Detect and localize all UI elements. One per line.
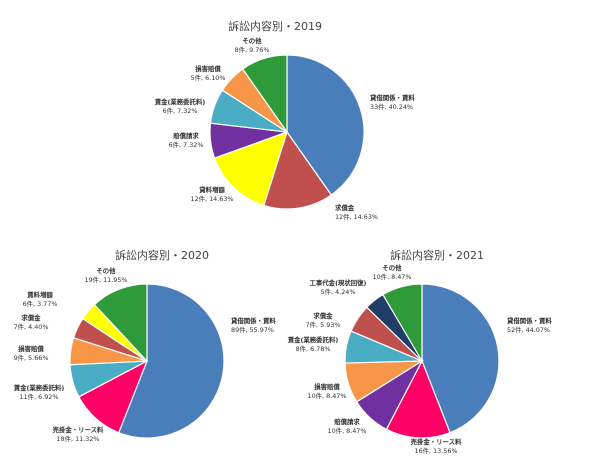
- slice-data-label: 求償金 7件, 5.93%: [306, 311, 341, 329]
- slice-category-label: 求償金: [313, 311, 333, 320]
- slice-data-label: 賠償請求 6件, 7.32%: [169, 131, 204, 149]
- slice-category-label: 工事代金(現状回復): [310, 278, 367, 287]
- slice-category-label: 求償金: [21, 313, 41, 322]
- slice-value-label: 18件, 11.32%: [57, 434, 100, 443]
- slice-value-label: 12件, 14.63%: [335, 212, 378, 221]
- chart-title-2021: 訴訟内容別・2021: [390, 248, 484, 262]
- slice-category-label: 賃金(業務委託料): [287, 335, 339, 344]
- chart-title-2019: 訴訟内容別・2019: [228, 19, 322, 33]
- slice-data-label: 売掛金・リース料 18件, 11.32%: [53, 425, 104, 443]
- slice-data-label: 貸借関係・賃料 33件, 40.24%: [369, 93, 415, 111]
- slice-category-label: 貸借関係・賃料: [369, 93, 415, 102]
- slice-value-label: 10件, 8.47%: [373, 272, 412, 281]
- slice-value-label: 10件, 8.47%: [328, 426, 367, 435]
- slice-value-label: 6件, 7.32%: [169, 140, 204, 149]
- slice-category-label: 売掛金・リース料: [53, 425, 104, 434]
- pie-slice-7: [93, 283, 148, 363]
- slice-data-label: 工事代金(現状回復) 5件, 4.24%: [310, 278, 367, 296]
- slice-category-label: 賃料増額: [26, 290, 53, 299]
- slice-value-label: 7件, 4.40%: [14, 322, 49, 331]
- pie-slice-7: [241, 54, 288, 134]
- slice-category-label: 貸借関係・賃料: [506, 316, 552, 325]
- chart-title-2020: 訴訟内容別・2020: [115, 248, 209, 262]
- slice-value-label: 89件, 55.97%: [231, 325, 274, 334]
- pie-slice-2: [385, 359, 451, 439]
- slice-data-label: その他 8件, 9.76%: [235, 36, 270, 54]
- slice-data-label: 損害賠償 10件, 8.47%: [308, 382, 347, 400]
- slice-data-label: 賃金(業務委託料) 6件, 7.32%: [154, 97, 206, 115]
- slice-value-label: 52件, 44.07%: [507, 325, 550, 334]
- slice-data-label: 賠償請求 10件, 8.47%: [328, 417, 367, 435]
- pie-2020: 貸借関係・賃料 89件, 55.97% 売掛金・リース料 18件, 11.32% 賃金(…: [13, 266, 277, 443]
- slice-data-label: その他 10件, 8.47%: [373, 263, 412, 281]
- slice-value-label: 11件, 6.92%: [20, 392, 59, 401]
- slice-category-label: 損害賠償: [18, 344, 44, 353]
- slice-category-label: 損害賠償: [314, 382, 340, 391]
- slice-data-label: 求償金 7件, 4.40%: [14, 313, 49, 331]
- slice-value-label: 6件, 3.77%: [23, 299, 58, 308]
- slice-data-label: その他 19件, 11.95%: [85, 266, 128, 284]
- slice-data-label: 貸料増額 12件, 14.63%: [191, 185, 234, 203]
- pie-slice-2: [263, 130, 333, 210]
- slice-data-label: 賃金(業務委託料) 8件, 6.78%: [287, 335, 339, 353]
- slice-data-label: 賃料増額 6件, 3.77%: [23, 290, 58, 308]
- slice-category-label: 貸借関係・賃料: [230, 316, 276, 325]
- slice-category-label: その他: [382, 263, 402, 272]
- slice-data-label: 損害賠償 9件, 5.66%: [14, 344, 49, 362]
- pie-2021: 貸借関係・賃料 52件, 44.07% 売掛金・リース料 16件, 13.56% 賠償請…: [287, 263, 553, 455]
- slice-data-label: 賃金(業務委託料) 11件, 6.92%: [13, 383, 65, 401]
- slice-category-label: その他: [242, 36, 262, 45]
- slice-category-label: 求償金: [335, 203, 355, 212]
- slice-data-label: 求償金 12件, 14.63%: [335, 203, 378, 221]
- slice-category-label: 損害賠償: [195, 64, 221, 73]
- slice-data-label: 貸借関係・賃料 52件, 44.07%: [506, 316, 552, 334]
- slice-category-label: 売掛金・リース料: [411, 437, 462, 446]
- slice-data-label: 損害賠償 5件, 6.10%: [191, 64, 226, 82]
- pie-slice-1: [286, 54, 365, 196]
- slice-category-label: 賃金(業務委託料): [13, 383, 65, 392]
- slice-data-label: 売掛金・リース料 16件, 13.56%: [411, 437, 462, 455]
- slice-value-label: 7件, 5.93%: [306, 320, 341, 329]
- slice-category-label: 貸料増額: [198, 185, 225, 194]
- slice-value-label: 5件, 6.10%: [191, 73, 226, 82]
- pie-slice-3: [213, 131, 288, 207]
- slice-category-label: その他: [96, 266, 116, 275]
- slice-category-label: 賃金(業務委託料): [154, 97, 206, 106]
- slice-value-label: 5件, 4.24%: [321, 287, 356, 296]
- slice-value-label: 9件, 5.66%: [14, 353, 49, 362]
- pie-slice-8: [382, 283, 423, 364]
- slice-category-label: 賠償請求: [334, 417, 360, 426]
- slice-data-label: 貸借関係・賃料 89件, 55.97%: [230, 316, 276, 334]
- slice-value-label: 12件, 14.63%: [191, 194, 234, 203]
- pie-slice-1: [421, 283, 500, 434]
- slice-value-label: 8件, 6.78%: [296, 344, 331, 353]
- slice-value-label: 19件, 11.95%: [85, 275, 128, 284]
- pie-slice-1: [117, 283, 225, 439]
- slice-value-label: 16件, 13.56%: [415, 446, 458, 455]
- slice-category-label: 賠償請求: [173, 131, 199, 140]
- slice-value-label: 8件, 9.76%: [235, 45, 270, 54]
- slice-value-label: 6件, 7.32%: [163, 106, 198, 115]
- slice-value-label: 10件, 8.47%: [308, 391, 347, 400]
- slice-value-label: 33件, 40.24%: [370, 102, 413, 111]
- pie-2019: 貸借関係・賃料 33件, 40.24%求償金 12件, 14.63%貸料増額 12件,…: [154, 36, 416, 221]
